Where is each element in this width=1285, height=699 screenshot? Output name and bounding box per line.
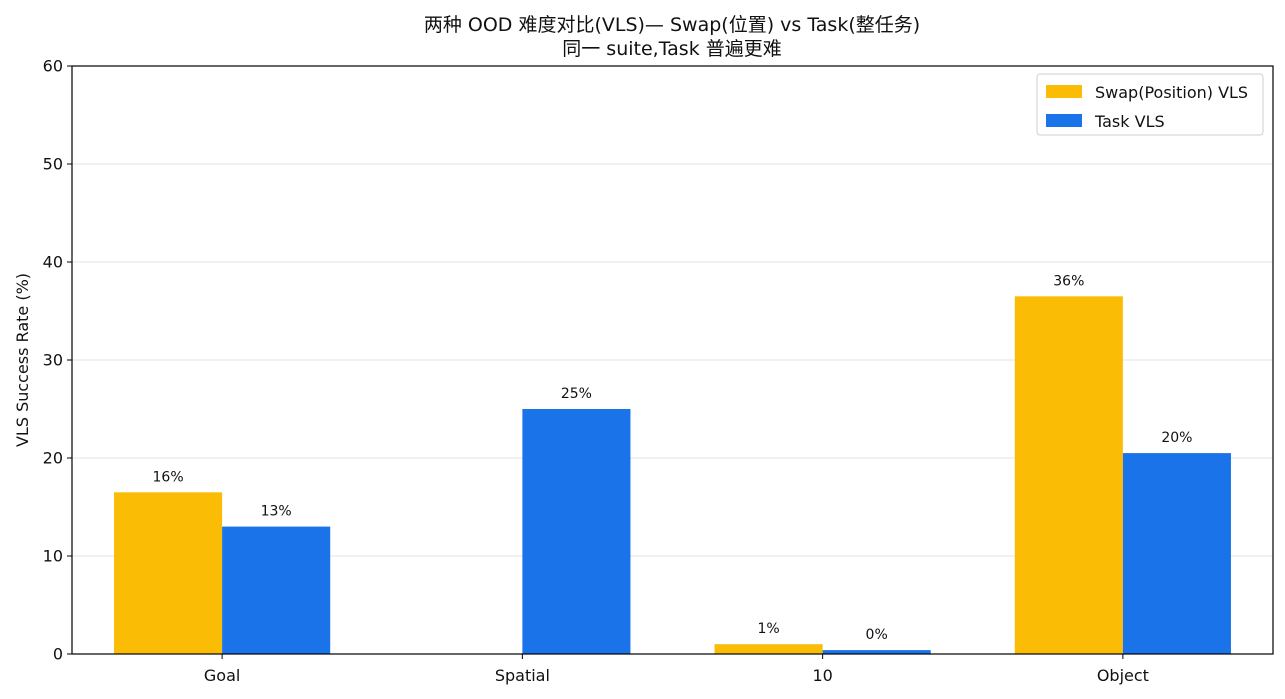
y-tick-label: 10 (43, 547, 63, 566)
bar-value-label: 1% (757, 621, 779, 637)
bar-value-label: 16% (153, 469, 184, 485)
y-axis-ticks: 0 10 20 30 40 50 60 (43, 57, 72, 664)
x-tick-label: Object (1097, 666, 1149, 685)
bar-value-label: 13% (261, 504, 292, 520)
y-tick-label: 50 (43, 155, 63, 174)
chart-title-line-2: 同一 suite,Task 普遍更难 (562, 38, 781, 60)
bars: 16% 13% 25% 1% 0% 36% 20% (114, 273, 1231, 654)
y-tick-label: 30 (43, 351, 63, 370)
x-tick-label: Goal (204, 666, 240, 685)
bar-task-object (1122, 453, 1231, 654)
bar-value-label: 36% (1053, 273, 1084, 289)
chart-title-line-1: 两种 OOD 难度对比(VLS)— Swap(位置) vs Task(整任务) (424, 14, 920, 36)
bar-value-label: 0% (866, 627, 888, 643)
y-tick-label: 40 (43, 253, 63, 272)
bar-swap-10 (714, 644, 823, 654)
legend-label-swap: Swap(Position) VLS (1095, 83, 1248, 102)
legend-label-task: Task VLS (1094, 112, 1165, 131)
y-tick-label: 0 (53, 645, 63, 664)
x-tick-label: 10 (812, 666, 832, 685)
bar-value-label: 20% (1161, 430, 1192, 446)
legend-frame (1036, 73, 1264, 136)
legend: Swap(Position) VLS Task VLS (1036, 73, 1264, 136)
plot-frame (71, 65, 1274, 655)
bar-swap-object (1014, 296, 1123, 654)
y-tick-label: 60 (43, 57, 63, 76)
bar-swap-goal (114, 492, 223, 654)
bar-value-label: 25% (561, 386, 592, 402)
bar-task-10 (822, 650, 931, 654)
y-axis-label: VLS Success Rate (%) (13, 273, 32, 447)
legend-swatch-swap (1046, 85, 1082, 98)
bar-task-goal (222, 526, 331, 654)
y-tick-label: 20 (43, 449, 63, 468)
legend-swatch-task (1046, 114, 1082, 127)
x-axis-ticks: Goal Spatial 10 Object (204, 654, 1149, 685)
bar-task-spatial (522, 409, 631, 654)
x-tick-label: Spatial (495, 666, 550, 685)
